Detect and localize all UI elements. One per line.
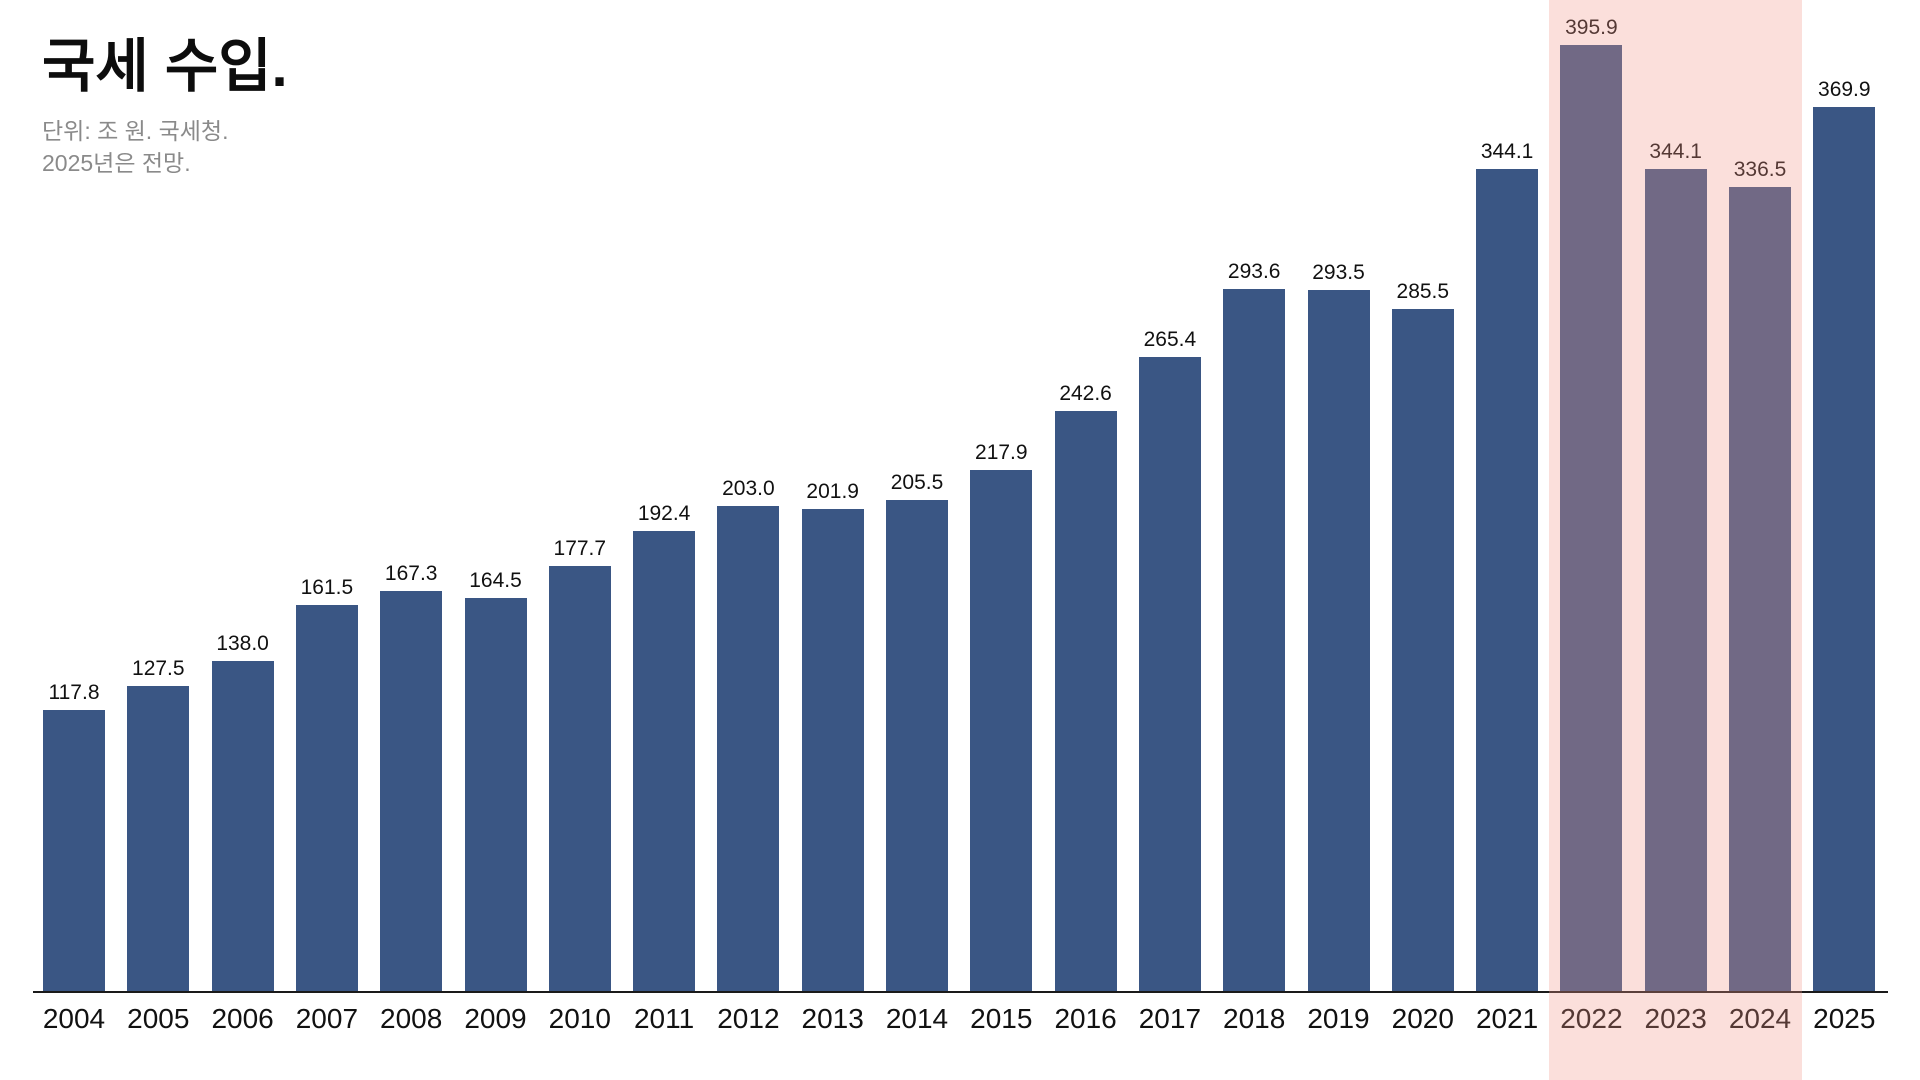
- bar-value-label-2012: 203.0: [722, 476, 775, 500]
- bar-2022: [1560, 45, 1623, 991]
- year-label-2012: 2012: [717, 1003, 780, 1034]
- year-label-2025: 2025: [1813, 1003, 1876, 1034]
- chart-subtitle-unit: 단위: 조 원. 국세청.: [42, 117, 229, 144]
- chart-subtitle: 단위: 조 원. 국세청. 2025년은 전망.: [42, 115, 288, 179]
- bar-value-label-2004: 117.8: [48, 680, 100, 704]
- bar-2019: [1307, 289, 1370, 991]
- year-label-2014: 2014: [885, 1003, 949, 1034]
- x-axis-line: [33, 991, 1888, 993]
- bar-value-label-2015: 217.9: [975, 441, 1028, 465]
- bar-2005: [127, 686, 190, 991]
- chart-subtitle-forecast: 2025년은 전망.: [42, 149, 191, 176]
- year-label-2007: 2007: [295, 1003, 359, 1034]
- bar-value-label-2013: 201.9: [806, 479, 859, 503]
- bar-value-label-2006: 138.0: [216, 632, 269, 656]
- bar-2018: [1223, 289, 1286, 991]
- bar-2025: [1813, 107, 1876, 991]
- bar-value-label-2019: 293.5: [1312, 260, 1365, 284]
- bar-2004: [43, 709, 105, 991]
- year-label-2021: 2021: [1475, 1003, 1539, 1034]
- bar-2024: [1729, 186, 1791, 991]
- year-label-2005: 2005: [127, 1003, 190, 1034]
- bar-2020: [1391, 308, 1454, 991]
- bar-value-label-2007: 161.5: [300, 576, 354, 600]
- year-label-2016: 2016: [1054, 1003, 1117, 1034]
- bar-2006: [211, 661, 274, 991]
- year-label-2018: 2018: [1223, 1003, 1286, 1034]
- bar-value-label-2023: 344.1: [1649, 139, 1702, 163]
- bar-2015: [970, 470, 1033, 991]
- year-label-2015: 2015: [970, 1003, 1033, 1034]
- year-label-2009: 2009: [464, 1003, 527, 1034]
- bar-value-label-2014: 205.5: [890, 470, 944, 494]
- bar-value-label-2008: 167.3: [384, 562, 438, 586]
- bar-2008: [380, 591, 443, 991]
- bar-value-label-2018: 293.6: [1227, 260, 1281, 284]
- bar-2017: [1138, 356, 1201, 991]
- bar-value-label-2011: 192.4: [637, 502, 691, 526]
- bar-value-label-2020: 285.5: [1396, 279, 1450, 303]
- bar-2016: [1054, 411, 1117, 991]
- bar-2007: [295, 605, 358, 991]
- bar-2021: [1476, 168, 1539, 991]
- bar-value-label-2010: 177.7: [553, 537, 607, 561]
- bar-value-label-2005: 127.5: [132, 657, 185, 681]
- bar-2011: [633, 531, 696, 991]
- year-label-2020: 2020: [1391, 1003, 1454, 1034]
- year-label-2019: 2019: [1307, 1003, 1370, 1034]
- year-label-2010: 2010: [548, 1003, 611, 1034]
- year-label-2011: 2011: [633, 1003, 695, 1034]
- year-label-2013: 2013: [801, 1003, 864, 1034]
- bar-value-label-2017: 265.4: [1143, 327, 1197, 351]
- bar-value-label-2016: 242.6: [1059, 382, 1112, 406]
- bar-value-label-2021: 344.1: [1480, 139, 1534, 163]
- bar-2010: [548, 566, 611, 991]
- bar-2012: [717, 505, 780, 991]
- bar-value-label-2009: 164.5: [469, 568, 522, 592]
- bar-2023: [1644, 168, 1707, 991]
- year-label-2024: 2024: [1728, 1003, 1792, 1034]
- year-label-2022: 2022: [1560, 1003, 1623, 1034]
- year-label-2023: 2023: [1644, 1003, 1707, 1034]
- bar-2014: [886, 499, 948, 991]
- bar-2009: [464, 597, 527, 991]
- bar-2013: [801, 508, 864, 991]
- chart-title: 국세 수입.: [42, 34, 288, 99]
- bar-value-label-2025: 369.9: [1818, 78, 1871, 102]
- chart-header: 국세 수입. 단위: 조 원. 국세청. 2025년은 전망.: [42, 34, 288, 179]
- bar-value-label-2024: 336.5: [1733, 157, 1787, 181]
- year-label-2006: 2006: [211, 1003, 274, 1034]
- year-label-2017: 2017: [1138, 1003, 1202, 1034]
- year-label-2004: 2004: [42, 1003, 106, 1034]
- bar-value-label-2022: 395.9: [1565, 16, 1618, 39]
- year-label-2008: 2008: [380, 1003, 443, 1034]
